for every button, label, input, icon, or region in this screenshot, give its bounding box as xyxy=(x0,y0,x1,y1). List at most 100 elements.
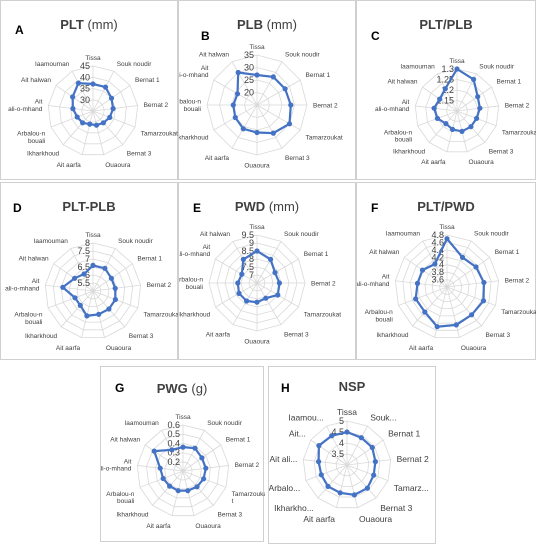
category-label: Bernat 1 xyxy=(497,79,522,86)
chart-title: PLT-PLB xyxy=(62,199,116,214)
data-point xyxy=(84,313,90,319)
category-label: Iaamouman xyxy=(34,238,69,245)
grid-spoke xyxy=(346,464,389,481)
category-label: Souk noudir xyxy=(118,238,154,245)
data-point xyxy=(232,114,238,121)
grid-spoke xyxy=(346,439,384,466)
data-point xyxy=(102,265,108,271)
category-label: Souk... xyxy=(370,413,396,423)
category-label: Bernat 3 xyxy=(486,332,511,339)
category-label: Tamarzoukat xyxy=(501,309,536,316)
grid-ring xyxy=(402,241,492,331)
tick-label: 3.6 xyxy=(431,275,444,285)
category-label: Bernat 3 xyxy=(380,503,412,513)
grid-spoke xyxy=(81,110,94,155)
data-point xyxy=(90,262,96,268)
category-label: Ait halwan xyxy=(21,77,51,84)
category-label: Bernat 1 xyxy=(226,437,251,444)
panel-letter: B xyxy=(201,29,210,43)
category-label: Ait... xyxy=(289,429,306,439)
grid-ring xyxy=(136,424,230,517)
category-label: Tamarzoukat xyxy=(502,130,536,137)
grid-spoke xyxy=(92,70,115,112)
grid-spoke xyxy=(182,430,205,472)
data-point xyxy=(100,120,106,126)
tick-label: 1.3 xyxy=(441,64,454,74)
data-point xyxy=(459,254,466,260)
grid-ring xyxy=(302,420,392,509)
category-label: Ait aarfa xyxy=(421,159,446,166)
category-label: Tissa xyxy=(337,407,357,417)
data-point xyxy=(475,94,481,100)
category-label: Ait halwan xyxy=(110,437,140,444)
data-point xyxy=(282,86,288,92)
category-label: Bernat 2 xyxy=(147,282,172,289)
grid-ring xyxy=(446,100,468,122)
data-point xyxy=(469,312,475,318)
category-label: Ait aarfa xyxy=(205,155,230,162)
category-label: Ait aarfa xyxy=(57,162,82,169)
tick-label: 1.25 xyxy=(436,75,454,85)
tick-label: 6.5 xyxy=(77,262,90,272)
category-label: Ikharkhoud xyxy=(393,148,426,155)
data-point xyxy=(481,279,487,286)
category-label: Bernat 1 xyxy=(135,77,160,84)
grid-spoke xyxy=(256,61,283,106)
data-point xyxy=(175,488,181,494)
category-label: Tissa xyxy=(449,58,465,65)
grid-ring xyxy=(431,271,463,302)
category-label: Ouaoura xyxy=(106,345,132,352)
grid-spoke xyxy=(62,110,94,145)
grid-ring xyxy=(52,250,134,331)
data-point xyxy=(272,270,278,276)
panel-letter: A xyxy=(15,23,24,37)
chart-title: PWD (mm) xyxy=(234,199,300,214)
grid-spoke xyxy=(70,248,94,292)
grid-spoke xyxy=(144,444,184,472)
data-point xyxy=(431,105,437,111)
data-point xyxy=(240,126,246,132)
tick-label: 45 xyxy=(80,61,90,71)
category-label: Iaamouman xyxy=(124,420,159,427)
grid-spoke xyxy=(346,425,368,466)
grid-spoke xyxy=(231,61,258,106)
grid-spoke xyxy=(437,73,458,112)
data-point xyxy=(157,465,163,471)
data-point xyxy=(194,484,200,490)
chart-title: PLB (mm) xyxy=(237,17,297,32)
category-label: Ikharkhoud xyxy=(116,511,149,518)
grid-spoke xyxy=(303,459,348,466)
category-label: Souk noudir xyxy=(474,231,510,238)
data-point xyxy=(108,275,114,281)
tick-label: 4.5 xyxy=(331,427,344,437)
grid-spoke xyxy=(395,280,448,288)
category-label: Ouaoura xyxy=(105,162,131,169)
tick-label: 35 xyxy=(244,50,254,60)
data-point xyxy=(203,465,209,471)
grid-spoke xyxy=(446,257,491,288)
data-point xyxy=(244,298,250,304)
data-point xyxy=(192,445,198,451)
data-point xyxy=(454,66,460,72)
data-point xyxy=(254,129,260,136)
data-point xyxy=(453,322,459,328)
radar-panel-a: A PLT (mm) 30 35 40 45 Tissa Souk noudir Berna… xyxy=(0,0,178,180)
data-point xyxy=(112,285,118,291)
category-label: Bernat 2 xyxy=(505,277,530,284)
grid-spoke xyxy=(446,286,496,306)
tick-label: 1.2 xyxy=(441,85,454,95)
data-point xyxy=(70,94,76,100)
category-label: Iaamouman xyxy=(386,231,421,238)
